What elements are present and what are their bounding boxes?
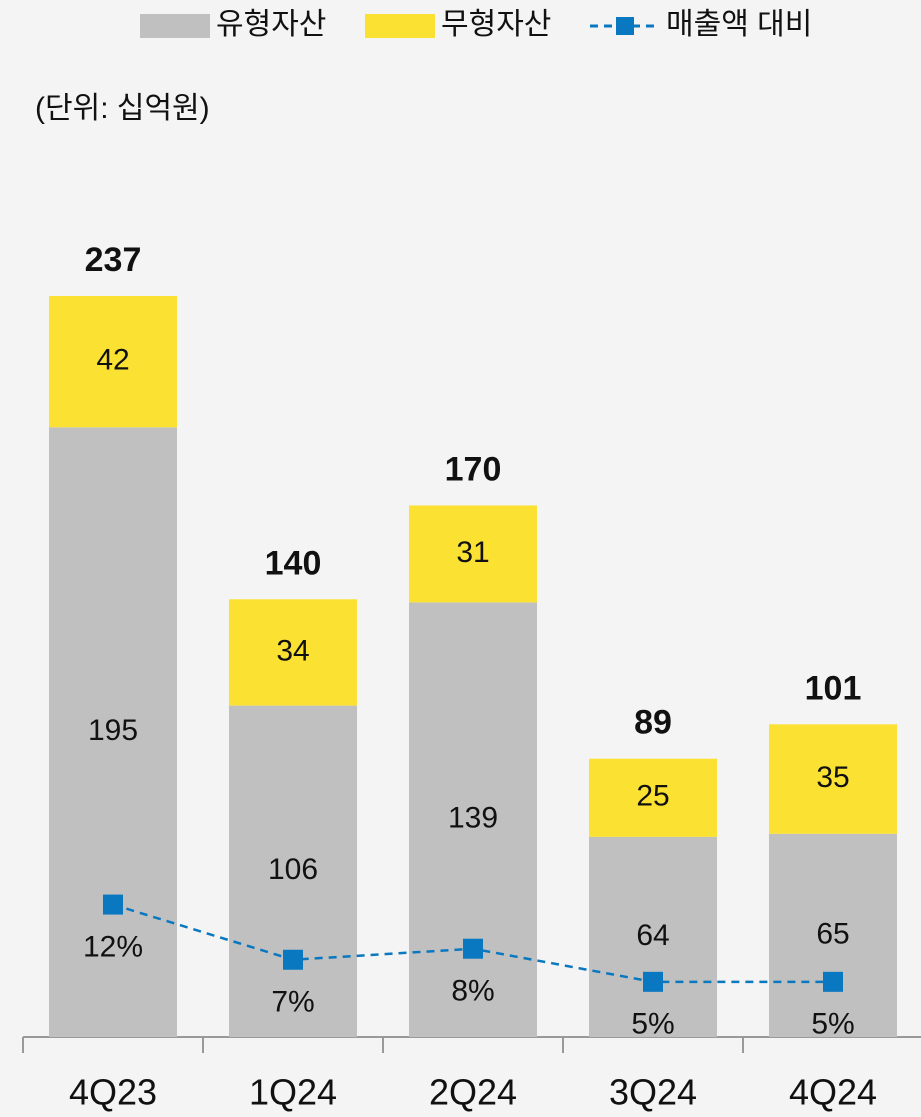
ratio-marker (283, 949, 303, 970)
segment-label: 106 (268, 853, 318, 886)
ratio-label: 8% (451, 975, 494, 1008)
bar-segment (229, 705, 357, 1037)
legend-label: 무형자산 (441, 8, 551, 41)
bar-segment (589, 758, 717, 837)
x-tick-label: 2Q24 (429, 1072, 517, 1113)
segment-label: 195 (88, 714, 138, 747)
ratio-marker (103, 894, 123, 915)
total-label: 89 (634, 704, 672, 742)
ratio-marker (463, 938, 483, 959)
segment-label: 35 (816, 761, 849, 794)
segment-label: 42 (96, 344, 129, 377)
total-label: 237 (85, 241, 142, 279)
legend-label: 유형자산 (216, 8, 326, 41)
legend-swatch (140, 14, 210, 38)
segment-label: 31 (456, 536, 489, 569)
ratio-label: 12% (83, 930, 143, 963)
bar-segment (229, 599, 357, 706)
segment-label: 25 (636, 780, 669, 813)
x-tick-label: 1Q24 (249, 1072, 337, 1113)
unit-note: (단위: 십억원) (35, 92, 210, 125)
x-tick-label: 4Q23 (69, 1072, 157, 1113)
x-tick-label: 3Q24 (609, 1072, 697, 1113)
segment-label: 64 (636, 919, 669, 952)
segment-label: 34 (276, 634, 309, 667)
legend-swatch (365, 14, 435, 38)
x-tick-label: 4Q24 (789, 1072, 877, 1113)
ratio-label: 5% (631, 1008, 674, 1041)
bar-segment (769, 724, 897, 834)
legend-marker (616, 17, 634, 35)
bar-segment (769, 833, 897, 1037)
segment-label: 65 (816, 917, 849, 950)
ratio-label: 5% (811, 1008, 854, 1041)
ratio-marker (823, 971, 843, 992)
bar-segment (409, 505, 537, 603)
total-label: 101 (805, 669, 862, 707)
ratio-marker (643, 971, 663, 992)
bar-segment (409, 602, 537, 1037)
bar-segment (49, 427, 177, 1037)
ratio-label: 7% (271, 986, 314, 1019)
segment-label: 139 (448, 802, 498, 835)
bar-segment (589, 836, 717, 1037)
legend-label: 매출액 대비 (666, 8, 812, 41)
bar-segment (49, 295, 177, 428)
total-label: 170 (445, 450, 502, 488)
total-label: 140 (265, 544, 322, 582)
